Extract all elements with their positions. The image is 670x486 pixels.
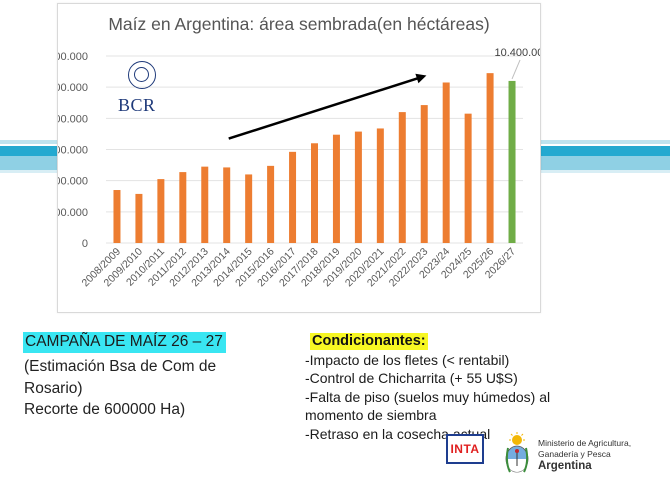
y-tick-label: 4.000.000 (58, 176, 88, 188)
bar (486, 73, 494, 244)
condition-item: -Control de Chicharrita (+ 55 U$S) (305, 370, 518, 387)
campaign-estimation: (Estimación Bsa de Com de Rosario) Recor… (24, 356, 264, 421)
bar (508, 80, 516, 243)
bar (245, 174, 253, 243)
inta-logo-text: INTA (450, 442, 480, 456)
chart-title: Maíz en Argentina: área sembrada(en héct… (108, 14, 490, 34)
bcr-logo: BCR (118, 61, 162, 121)
y-tick-label: 6.000.000 (58, 145, 88, 157)
bar (332, 134, 340, 243)
condition-item: -Retraso en la cosecha actual (305, 425, 491, 442)
inta-logo: INTA (446, 434, 484, 464)
estimation-line-1: (Estimación Bsa de Com de Rosario) (24, 358, 217, 397)
ministry-block: Ministerio de Agricultura, Ganadería y P… (538, 438, 668, 473)
bar (376, 128, 384, 243)
y-tick-label: 10.000.000 (58, 82, 88, 94)
ministry-line-1: Ministerio de Agricultura, (538, 438, 632, 448)
y-tick-label: 8.000.000 (58, 113, 88, 125)
conditions-title-colon: : (420, 333, 426, 349)
condition-item: -Falta de piso (suelos muy húmedos) al m… (305, 388, 551, 424)
bar (223, 167, 231, 243)
data-label-leader (511, 59, 521, 80)
y-tick-label: 0 (82, 238, 88, 250)
trend-arrow-line (228, 76, 421, 140)
data-label: 10.400.000 (494, 47, 540, 59)
conditions-title-text: Condicionantes (312, 333, 421, 349)
y-tick-label: 12.000.000 (58, 51, 88, 63)
trend-arrow-head (415, 73, 427, 84)
bar (201, 166, 209, 243)
bar (420, 105, 428, 244)
bar (267, 165, 275, 243)
ministry-line-2: Ganadería y Pesca (538, 448, 611, 459)
conditions-title: Condicionantes: (310, 333, 428, 350)
ministry-country: Argentina (538, 460, 592, 472)
conditions-list: -Impacto de los fletes (< rentabil) -Con… (305, 351, 555, 443)
bcr-seal-icon (128, 61, 156, 89)
bar (354, 131, 362, 243)
estimation-line-2: Recorte de 600000 Ha) (24, 401, 186, 418)
argentina-emblem-icon (505, 432, 529, 473)
bar (113, 190, 121, 243)
bar (157, 179, 165, 243)
bar (398, 112, 406, 243)
bar-chart: 0 2.000.000 4.000.000 6.000.000 8.000.000 10.… (58, 47, 540, 289)
chart-frame: Maíz en Argentina: área sembrada(en héct… (57, 3, 541, 313)
bar (311, 143, 318, 243)
bar (289, 151, 297, 243)
y-tick-label: 2.000.000 (58, 207, 88, 219)
campaign-title: CAMPAÑA DE MAÍZ 26 – 27 (23, 332, 226, 353)
condition-item: -Impacto de los fletes (< rentabil) (305, 352, 510, 368)
bar (179, 172, 187, 243)
bcr-logo-text: BCR (118, 95, 156, 115)
bar (135, 193, 143, 243)
bar (464, 113, 472, 244)
bar (442, 82, 450, 243)
